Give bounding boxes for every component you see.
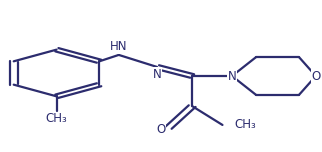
- Text: CH₃: CH₃: [46, 112, 67, 125]
- Text: N: N: [228, 69, 236, 83]
- Text: O: O: [156, 123, 166, 136]
- Text: CH₃: CH₃: [235, 118, 256, 131]
- Text: O: O: [311, 69, 320, 83]
- Text: HN: HN: [110, 40, 128, 53]
- Text: N: N: [153, 68, 161, 81]
